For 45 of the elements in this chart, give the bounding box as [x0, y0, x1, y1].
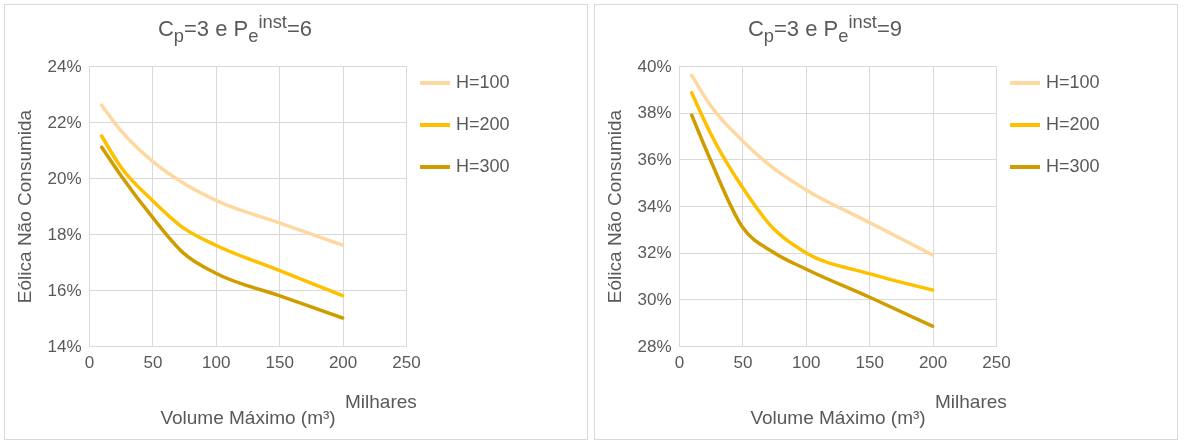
y-tick-label: 32% — [637, 243, 672, 263]
y-tick-label: 28% — [637, 336, 672, 356]
legend-label: H=300 — [456, 156, 510, 176]
y-tick-label: 20% — [47, 168, 82, 188]
x-tick-label: 50 — [143, 352, 163, 372]
line-series — [99, 103, 345, 247]
y-tick-label: 30% — [637, 289, 672, 309]
x-tick-label: 0 — [84, 352, 95, 372]
x-tick-label: 200 — [918, 352, 948, 372]
legend-label: H=200 — [456, 114, 510, 134]
y-tick-label: 24% — [47, 56, 82, 76]
x-tick-label: 150 — [265, 352, 294, 372]
y-tick-label: 40% — [637, 56, 672, 76]
y-tick-label: 14% — [47, 336, 82, 356]
y-tick-label: 18% — [47, 224, 82, 244]
x-axis-title: Volume Máximo (m³) — [160, 406, 336, 428]
legend-label: H=100 — [456, 72, 510, 92]
line-series — [99, 134, 345, 298]
line-series — [99, 145, 345, 320]
text: Milhares — [345, 391, 417, 413]
y-axis-title: Eólica Não Consumida — [604, 109, 626, 304]
line-series — [689, 91, 935, 292]
y-tick-label: 36% — [637, 149, 672, 169]
chart-title: C$_{p}$=3 e P$_{e}$$^{inst}$=6 — [156, 11, 314, 47]
line-series — [689, 113, 935, 328]
x-tick-label: 250 — [392, 352, 421, 372]
y-tick-label: 34% — [637, 196, 672, 216]
x-tick-label: 100 — [202, 352, 231, 372]
legend-label: H=300 — [1046, 156, 1100, 176]
chart-title: C$_{p}$=3 e P$_{e}$$^{inst}$=9 — [746, 11, 904, 47]
x-axis-title: Volume Máximo (m³) — [750, 406, 926, 428]
x-tick-label: 50 — [733, 352, 753, 372]
x-tick-label: 200 — [328, 352, 358, 372]
y-axis-title: Eólica Não Consumida — [14, 109, 36, 304]
x-tick-label: 250 — [982, 352, 1011, 372]
text: Milhares — [935, 391, 1007, 413]
y-tick-label: 16% — [47, 280, 82, 300]
x-tick-label: 0 — [674, 352, 685, 372]
y-tick-label: 38% — [637, 103, 672, 123]
y-tick-label: 22% — [47, 112, 82, 132]
x-tick-label: 150 — [855, 352, 884, 372]
line-series — [689, 73, 935, 257]
legend-label: H=200 — [1046, 114, 1100, 134]
legend-label: H=100 — [1046, 72, 1100, 92]
x-tick-label: 100 — [792, 352, 821, 372]
